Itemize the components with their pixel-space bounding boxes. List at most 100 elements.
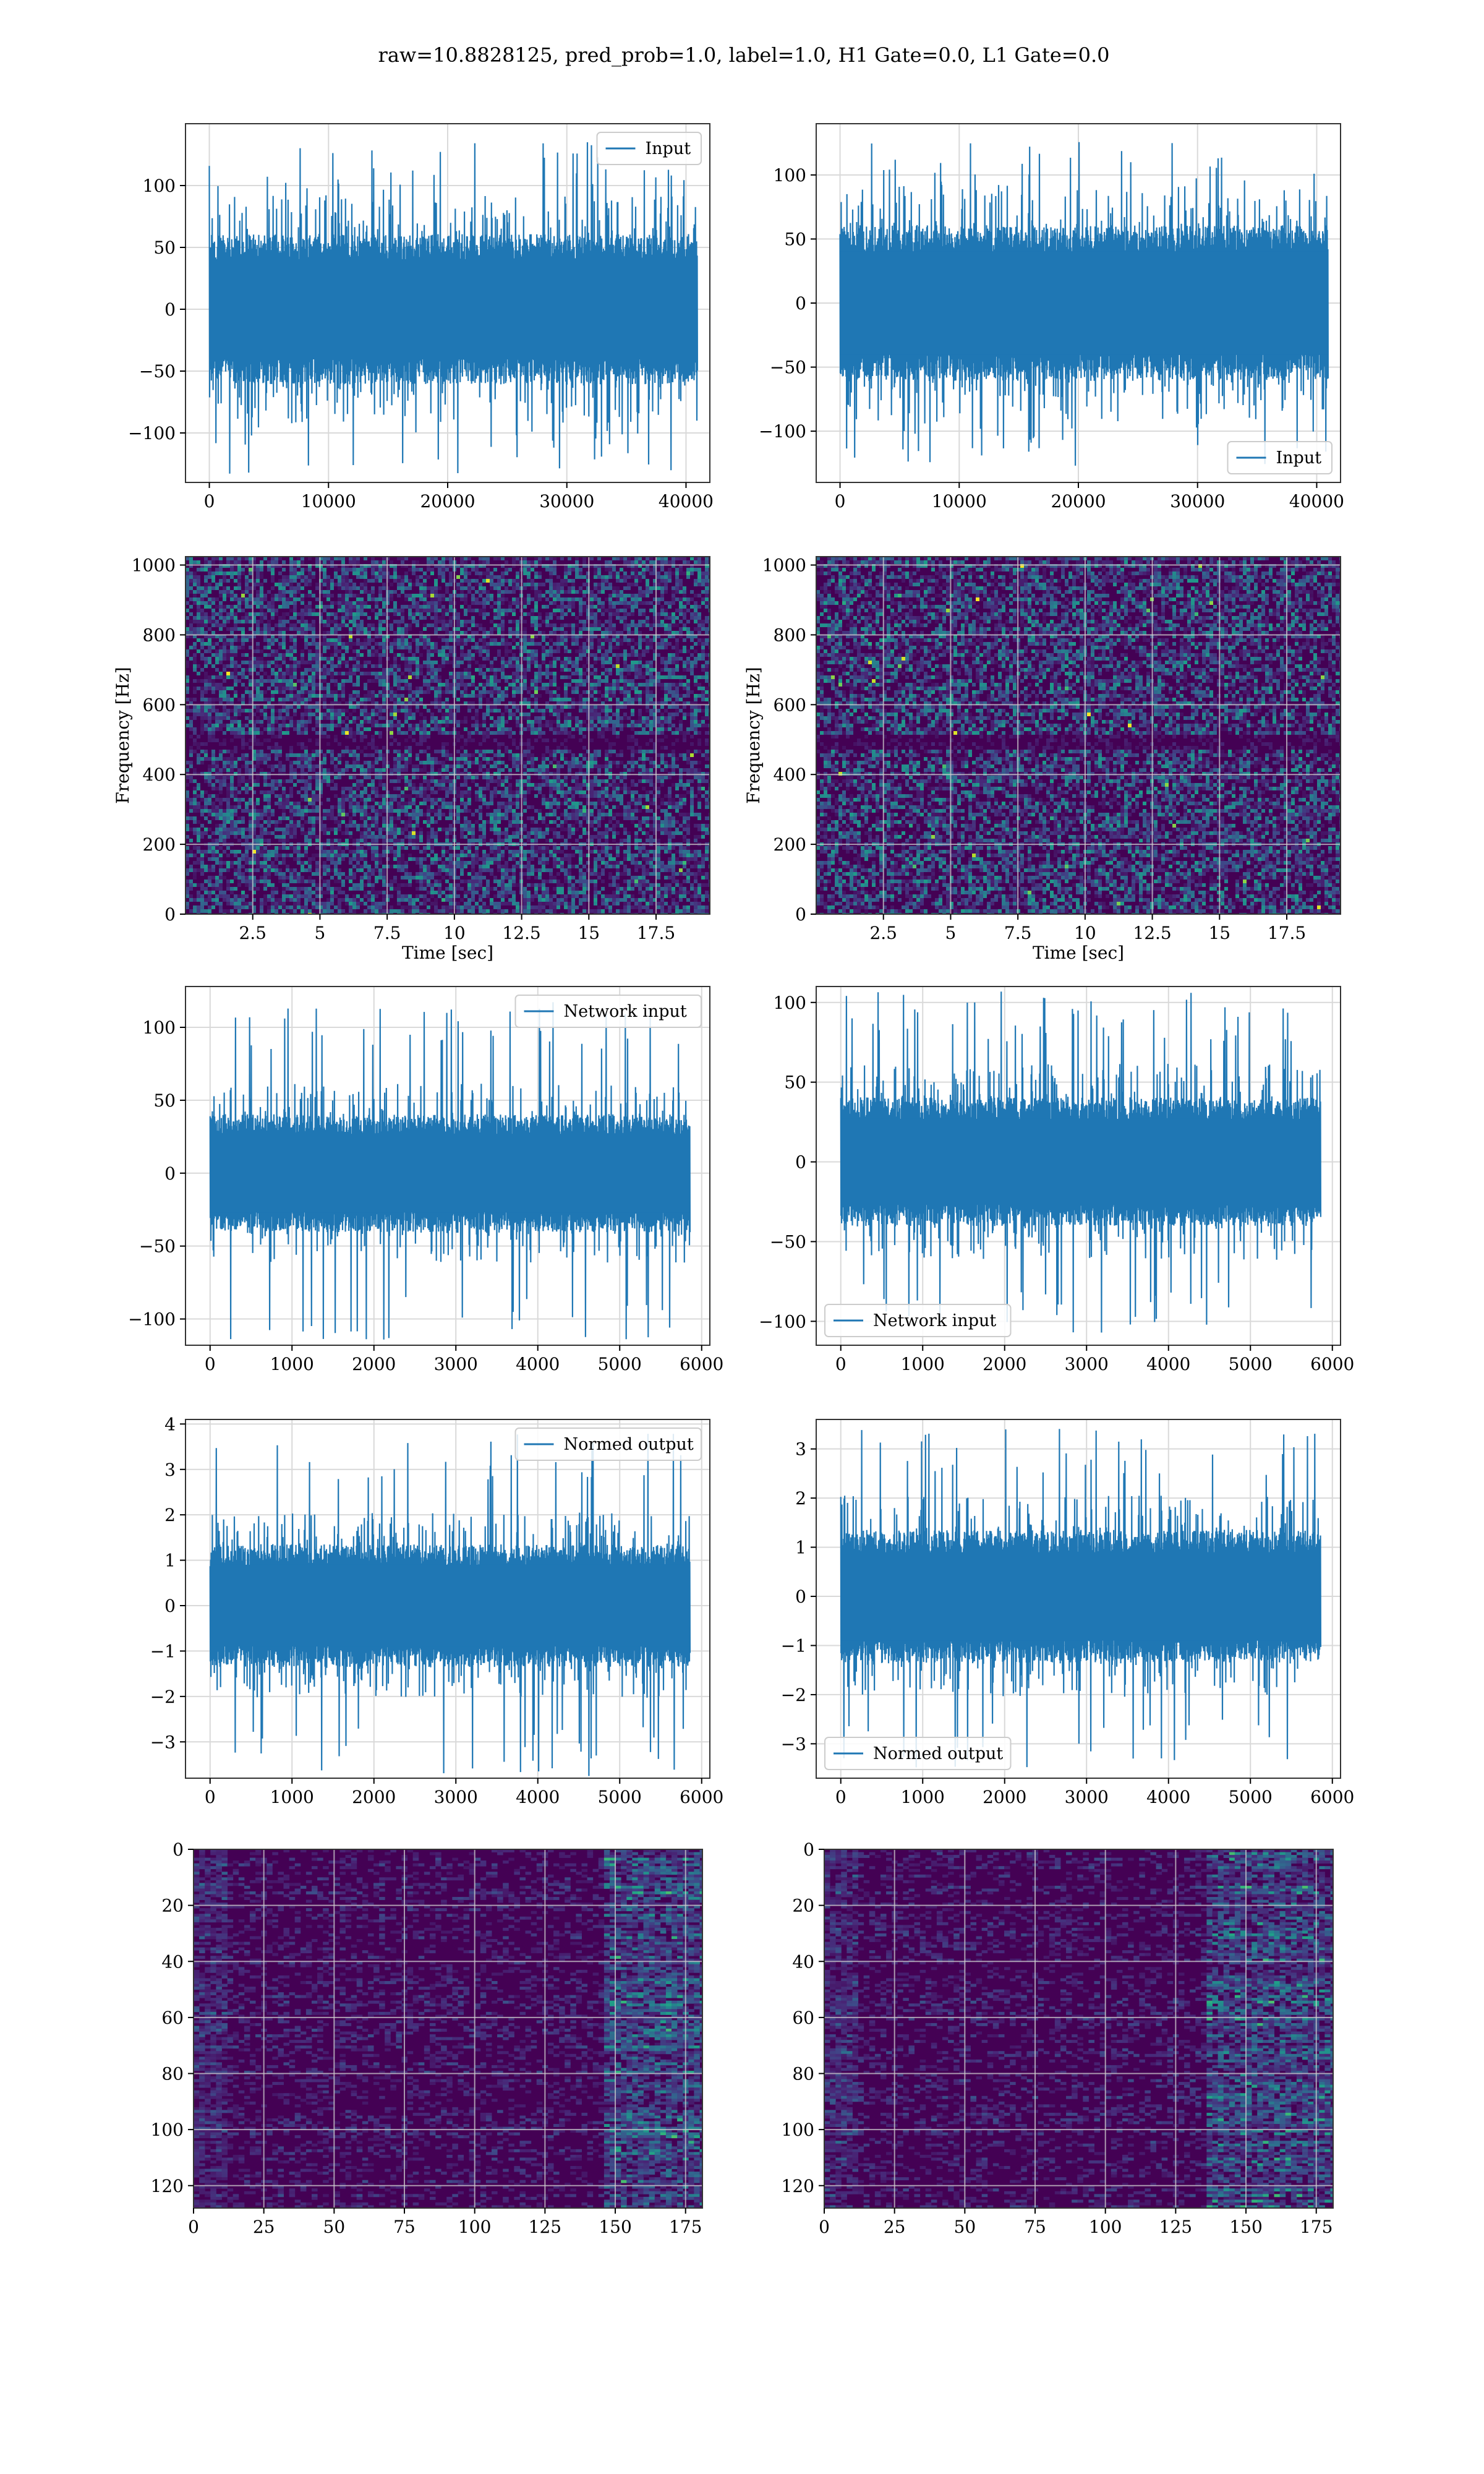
heatmap-cell xyxy=(423,601,427,605)
heatmap-cell xyxy=(223,679,226,683)
heatmap-cell xyxy=(501,720,505,724)
heatmap-cell xyxy=(226,701,230,705)
heatmap-cell xyxy=(412,716,416,720)
heatmap-cell xyxy=(271,653,275,657)
heatmap-cell xyxy=(486,735,490,738)
heatmap-cell xyxy=(542,672,545,675)
heatmap-cell xyxy=(401,642,404,646)
heatmap-cell xyxy=(523,687,527,690)
heatmap-cell xyxy=(341,709,345,713)
heatmap-cell xyxy=(364,727,367,731)
heatmap-cell xyxy=(564,564,568,568)
heatmap-cell xyxy=(475,583,479,586)
heatmap-cell xyxy=(672,653,675,657)
heatmap-cell xyxy=(590,653,594,657)
heatmap-cell xyxy=(582,620,586,623)
heatmap-cell xyxy=(672,557,675,560)
heatmap-cell xyxy=(467,657,471,661)
heatmap-cell xyxy=(234,612,237,616)
heatmap-cell xyxy=(646,698,649,701)
heatmap-cell xyxy=(352,557,356,560)
heatmap-cell xyxy=(364,705,367,709)
heatmap-cell xyxy=(497,575,501,579)
heatmap-cell xyxy=(605,675,608,679)
heatmap-cell xyxy=(271,568,275,571)
heatmap-cell xyxy=(571,631,575,635)
heatmap-cell xyxy=(664,664,668,668)
heatmap-cell xyxy=(542,687,545,690)
heatmap-cell xyxy=(493,687,497,690)
heatmap-cell xyxy=(308,709,312,713)
heatmap-cell xyxy=(204,575,208,579)
heatmap-cell xyxy=(252,579,256,583)
heatmap-cell xyxy=(668,668,672,672)
heatmap-cell xyxy=(319,727,323,731)
heatmap-cell xyxy=(449,631,453,635)
heatmap-cell xyxy=(219,638,223,642)
heatmap-cell xyxy=(464,564,467,568)
heatmap-cell xyxy=(263,757,267,761)
heatmap-cell xyxy=(197,601,200,605)
heatmap-cell xyxy=(441,753,445,757)
heatmap-cell xyxy=(705,690,709,694)
heatmap-cell xyxy=(597,564,601,568)
heatmap-cell xyxy=(349,679,352,683)
heatmap-cell xyxy=(464,631,467,635)
heatmap-cell xyxy=(438,720,441,724)
heatmap-cell xyxy=(579,701,582,705)
heatmap-cell xyxy=(545,720,549,724)
heatmap-cell xyxy=(464,668,467,672)
heatmap-cell xyxy=(211,635,215,638)
heatmap-cell xyxy=(553,557,556,560)
heatmap-cell xyxy=(545,649,549,653)
heatmap-cell xyxy=(657,701,660,705)
heatmap-cell xyxy=(631,750,634,753)
heatmap-cell xyxy=(404,642,408,646)
heatmap-cell xyxy=(475,727,479,731)
heatmap-cell xyxy=(586,698,590,701)
heatmap-cell xyxy=(464,690,467,694)
heatmap-cell xyxy=(219,627,223,631)
heatmap-cell xyxy=(534,731,538,735)
heatmap-cell xyxy=(616,731,620,735)
heatmap-cell xyxy=(286,698,289,701)
heatmap-cell xyxy=(345,575,349,579)
heatmap-cell xyxy=(627,735,631,738)
heatmap-cell xyxy=(241,571,245,575)
heatmap-cell xyxy=(697,738,701,742)
heatmap-cell xyxy=(293,571,297,575)
heatmap-cell xyxy=(330,727,334,731)
heatmap-cell xyxy=(479,653,482,657)
heatmap-cell xyxy=(445,720,449,724)
heatmap-cell xyxy=(204,594,208,597)
heatmap-cell xyxy=(471,679,475,683)
heatmap-cell xyxy=(252,560,256,564)
heatmap-cell xyxy=(560,605,564,609)
heatmap-cell xyxy=(427,594,430,597)
heatmap-cell xyxy=(493,705,497,709)
heatmap-cell xyxy=(393,672,397,675)
heatmap-cell xyxy=(371,694,375,698)
heatmap-cell xyxy=(683,705,686,709)
heatmap-cell xyxy=(597,683,601,687)
heatmap-cell xyxy=(705,575,709,579)
heatmap-cell xyxy=(660,557,664,560)
heatmap-cell xyxy=(278,564,282,568)
heatmap-cell xyxy=(523,649,527,653)
heatmap-cell xyxy=(683,687,686,690)
heatmap-cell xyxy=(697,568,701,571)
heatmap-cell xyxy=(471,731,475,735)
heatmap-cell xyxy=(423,638,427,642)
heatmap-cell xyxy=(323,701,326,705)
heatmap-cell xyxy=(534,727,538,731)
heatmap-cell xyxy=(312,694,315,698)
heatmap-cell xyxy=(620,590,623,594)
heatmap-cell xyxy=(200,597,204,601)
heatmap-cell xyxy=(575,679,579,683)
heatmap-cell xyxy=(330,583,334,586)
heatmap-cell xyxy=(493,709,497,713)
heatmap-cell xyxy=(475,564,479,568)
heatmap-cell xyxy=(286,575,289,579)
heatmap-cell xyxy=(375,560,378,564)
heatmap-cell xyxy=(616,612,620,616)
